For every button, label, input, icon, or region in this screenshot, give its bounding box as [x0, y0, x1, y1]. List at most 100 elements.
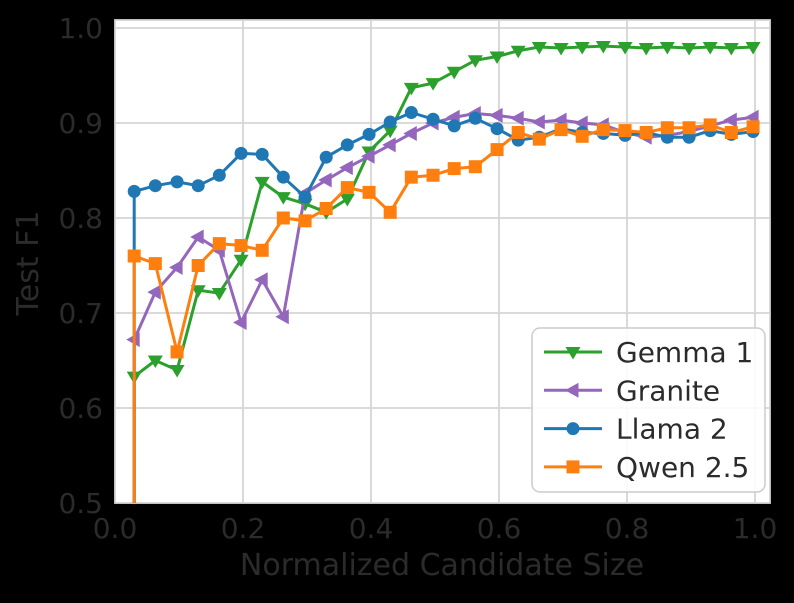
x-tick-label: 1.0 — [733, 512, 778, 545]
triangle-down-marker — [510, 45, 526, 59]
circle-marker — [319, 150, 333, 164]
square-marker — [746, 120, 760, 134]
triangle-down-marker — [275, 192, 291, 205]
square-marker — [170, 345, 184, 359]
circle-marker — [404, 106, 418, 120]
y-tick-label: 1.0 — [58, 12, 103, 45]
square-marker — [447, 162, 461, 176]
circle-marker — [127, 184, 141, 198]
circle-marker — [340, 138, 354, 152]
square-marker — [340, 181, 354, 195]
y-axis-label: Test F1 — [11, 211, 46, 317]
square-marker — [234, 239, 248, 253]
triangle-down-marker — [211, 288, 227, 301]
square-marker — [532, 132, 546, 146]
triangle-left-marker — [318, 172, 332, 188]
triangle-left-marker — [382, 137, 396, 153]
triangle-left-marker — [190, 229, 204, 245]
legend-label: Granite — [616, 374, 720, 407]
triangle-left-marker — [233, 315, 247, 330]
circle-marker — [148, 179, 162, 193]
triangle-down-marker — [147, 355, 163, 368]
triangle-left-marker — [531, 114, 545, 130]
triangle-down-marker — [446, 66, 462, 80]
circle-marker — [468, 111, 482, 125]
triangle-down-marker — [467, 55, 483, 68]
circle-marker — [298, 190, 312, 204]
triangle-down-marker — [574, 42, 590, 55]
x-tick-label: 0.0 — [93, 512, 138, 545]
square-marker — [490, 143, 504, 157]
triangle-down-marker — [382, 125, 398, 139]
x-tick-label: 0.4 — [349, 512, 394, 545]
triangle-down-marker — [403, 82, 419, 96]
triangle-down-marker — [531, 42, 547, 55]
triangle-down-marker — [489, 51, 505, 64]
triangle-left-marker — [147, 284, 161, 300]
triangle-down-marker — [233, 254, 249, 268]
circle-marker — [170, 175, 184, 189]
series-gemma-1 — [126, 41, 761, 503]
legend-sample-marker — [566, 422, 580, 436]
triangle-down-marker — [723, 42, 739, 56]
square-marker — [148, 257, 162, 271]
triangle-down-marker — [617, 42, 633, 55]
legend-sample-marker — [566, 460, 580, 474]
triangle-down-marker — [745, 42, 761, 55]
circle-marker — [447, 119, 461, 133]
triangle-down-marker — [190, 285, 206, 298]
circle-marker — [234, 146, 248, 160]
x-tick-label: 0.2 — [221, 512, 266, 545]
square-marker — [362, 185, 376, 199]
y-tick-label: 0.6 — [58, 392, 103, 425]
square-marker — [703, 118, 717, 132]
x-tick-label: 0.6 — [477, 512, 522, 545]
triangle-down-marker — [339, 194, 355, 207]
legend-sample-marker — [565, 347, 581, 360]
legend-box — [531, 327, 766, 493]
square-marker — [276, 211, 290, 225]
circle-marker — [212, 168, 226, 182]
axes-spines — [114, 19, 771, 504]
triangle-left-marker — [723, 112, 737, 128]
square-marker — [319, 202, 333, 215]
square-marker — [191, 259, 205, 272]
circle-marker — [383, 115, 397, 129]
square-marker — [575, 129, 589, 143]
triangle-down-marker — [553, 42, 569, 56]
square-marker — [383, 205, 397, 219]
triangle-down-marker — [702, 42, 718, 55]
triangle-down-marker — [681, 42, 697, 56]
square-marker — [682, 121, 696, 135]
square-marker — [639, 126, 653, 139]
square-marker — [596, 123, 610, 137]
x-tick-label: 0.8 — [605, 512, 650, 545]
circle-marker — [191, 179, 205, 193]
legend: Gemma 1 Granite Llama 2 Qwen 2.5 — [531, 327, 766, 493]
legend-label: Llama 2 — [616, 413, 728, 446]
triangle-down-marker — [169, 365, 185, 378]
y-tick-label: 0.7 — [58, 297, 103, 330]
triangle-left-marker — [403, 125, 417, 141]
triangle-left-marker — [510, 110, 524, 126]
series-layer — [126, 41, 761, 503]
y-tick-label: 0.8 — [58, 202, 103, 235]
triangle-down-marker — [595, 41, 611, 54]
legend-sample-marker — [565, 382, 579, 398]
circle-marker — [426, 112, 440, 126]
triangle-left-marker — [169, 259, 183, 275]
x-axis-label: Normalized Candidate Size — [240, 548, 644, 583]
square-marker — [426, 168, 440, 182]
circle-marker — [255, 147, 269, 161]
square-marker — [660, 121, 674, 135]
triangle-left-marker — [361, 148, 375, 164]
triangle-down-marker — [659, 42, 675, 55]
square-marker — [468, 160, 482, 174]
triangle-left-marker — [339, 160, 353, 176]
square-marker — [511, 126, 525, 139]
square-marker — [554, 123, 568, 137]
circle-marker — [490, 122, 504, 136]
triangle-left-marker — [275, 309, 289, 325]
triangle-down-marker — [638, 42, 654, 56]
